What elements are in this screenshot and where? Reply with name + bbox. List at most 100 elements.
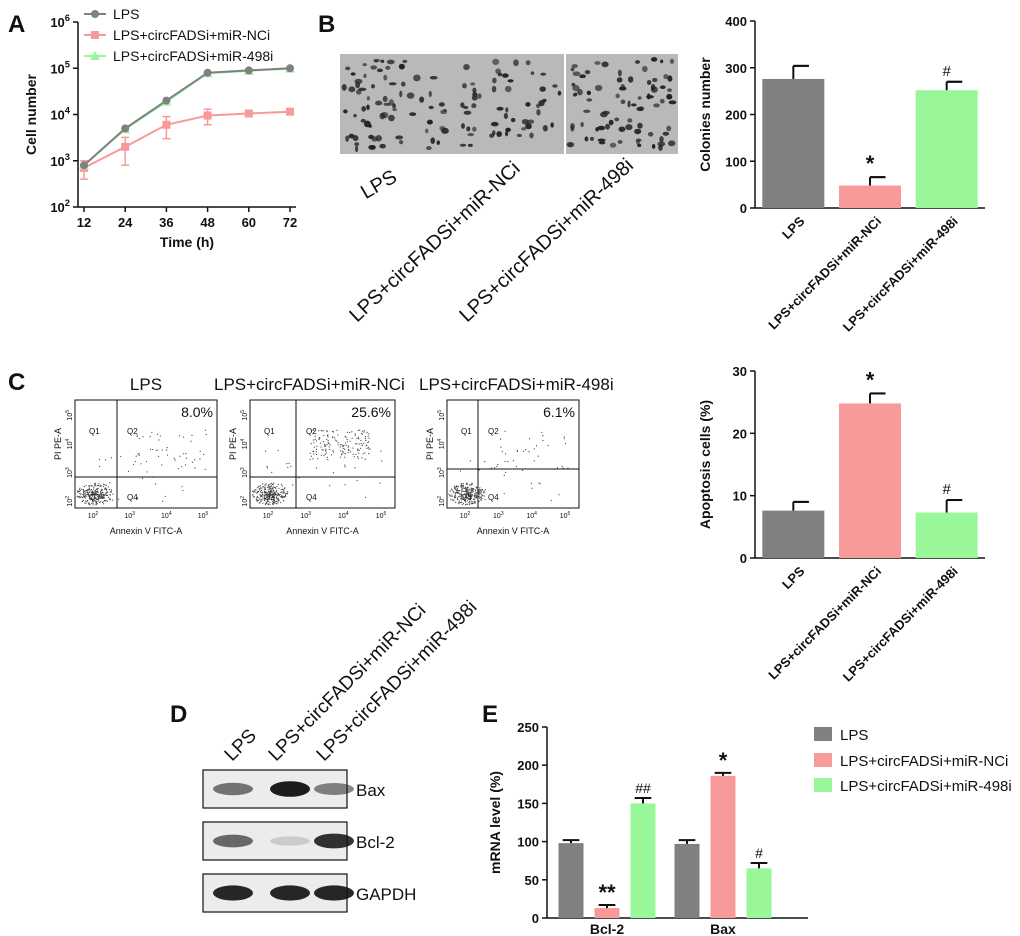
colony-dot <box>343 109 348 114</box>
bar-e-bcl-2-0 <box>558 843 584 918</box>
flow-dot <box>257 490 259 493</box>
flow-dot <box>269 498 271 500</box>
x-tick-label-flow: 102 <box>263 511 274 520</box>
colony-dot <box>425 128 429 134</box>
flow-dot <box>327 439 329 442</box>
flow-dot <box>542 435 544 437</box>
flow-dot <box>361 476 363 478</box>
flow-dot <box>309 452 311 454</box>
flow-dot <box>347 451 349 453</box>
flow-dot <box>264 492 266 494</box>
flow-dot <box>259 485 261 487</box>
flow-dot <box>326 456 328 459</box>
flow-dot <box>88 485 90 487</box>
flow-dot <box>537 455 539 457</box>
colony-dot <box>571 82 576 87</box>
flow-dot <box>182 453 185 455</box>
y-tick-label-flow: 104 <box>240 438 249 449</box>
colony-dot <box>461 123 465 129</box>
flow-dot <box>463 490 465 493</box>
flow-dot <box>254 489 256 491</box>
tick-base: 10 <box>242 499 249 507</box>
flow-dot <box>91 491 93 493</box>
colony-dot <box>380 111 389 119</box>
flow-dot <box>184 464 187 466</box>
flow-dot <box>91 502 93 504</box>
colony-dot <box>557 90 562 96</box>
colony-background <box>566 54 678 154</box>
flow-dot <box>480 496 482 499</box>
flow-dot <box>103 485 105 488</box>
flow-dot <box>326 435 329 437</box>
flow-dot <box>357 448 359 450</box>
colony-dot <box>409 112 417 117</box>
flow-dot <box>337 434 339 436</box>
colony-dot <box>589 136 594 141</box>
flow-dot <box>339 444 342 446</box>
flow-dot <box>463 487 466 489</box>
lane-label-lps: LPS <box>221 725 261 765</box>
flow-dot <box>262 486 264 488</box>
tick-exponent: 6 <box>65 13 70 23</box>
panel-letter-b: B <box>318 11 335 38</box>
flow-dot <box>328 446 330 448</box>
flow-dot <box>265 483 267 485</box>
flow-dot <box>254 491 256 493</box>
flow-dot <box>99 484 102 487</box>
tick-base: 10 <box>67 413 74 421</box>
flow-dot <box>483 495 485 497</box>
flow-dot <box>503 492 505 495</box>
colony-dot <box>492 58 500 66</box>
flow-dot <box>277 501 279 503</box>
colony-dot <box>608 119 614 126</box>
flow-dot <box>455 489 458 491</box>
flow-dot <box>311 429 313 432</box>
flow-dot <box>324 450 327 452</box>
flow-dot <box>343 444 345 447</box>
flow-dot <box>474 502 477 504</box>
colony-dot <box>472 92 478 97</box>
flow-dot <box>279 496 281 498</box>
flow-dot <box>476 495 478 497</box>
flow-dot <box>550 499 552 502</box>
flow-dot <box>104 487 106 489</box>
flow-dot <box>142 436 144 438</box>
colony-dot <box>609 142 617 148</box>
colony-dot <box>647 131 654 137</box>
flow-dot <box>471 488 473 490</box>
flow-dot <box>89 494 91 496</box>
flow-dot <box>106 491 109 493</box>
colony-dot <box>617 69 622 77</box>
flow-dot <box>104 459 107 461</box>
tick-exponent: 5 <box>384 511 387 517</box>
colony-dot <box>504 130 509 137</box>
flow-dot <box>483 490 485 492</box>
flow-dot <box>369 448 371 450</box>
flow-dot <box>481 490 483 492</box>
colony-dot <box>398 140 404 145</box>
flow-dot <box>351 431 353 433</box>
legend-swatch-e <box>814 727 832 741</box>
flow-dot <box>82 493 84 495</box>
flow-dot <box>342 445 344 448</box>
flow-dot <box>454 487 456 489</box>
colony-dot <box>358 87 367 91</box>
flow-dot <box>204 468 206 470</box>
flow-dot <box>320 429 323 432</box>
flow-dot <box>461 494 463 497</box>
tick-base: 10 <box>67 499 74 507</box>
tick-exponent: 4 <box>169 511 172 517</box>
flow-dot <box>367 435 369 437</box>
flow-dot <box>267 495 269 498</box>
flow-dot <box>457 489 459 492</box>
colony-dot <box>586 98 593 102</box>
flow-dot <box>92 500 94 502</box>
y-tick-label-a: 102 <box>50 198 70 215</box>
tick-base: 10 <box>198 513 206 520</box>
flow-dot <box>273 482 275 484</box>
flow-dot <box>481 495 483 497</box>
flow-dot <box>263 499 266 502</box>
x-axis-label-a: Time (h) <box>160 234 214 250</box>
x-tick-label-a: 72 <box>283 215 297 230</box>
